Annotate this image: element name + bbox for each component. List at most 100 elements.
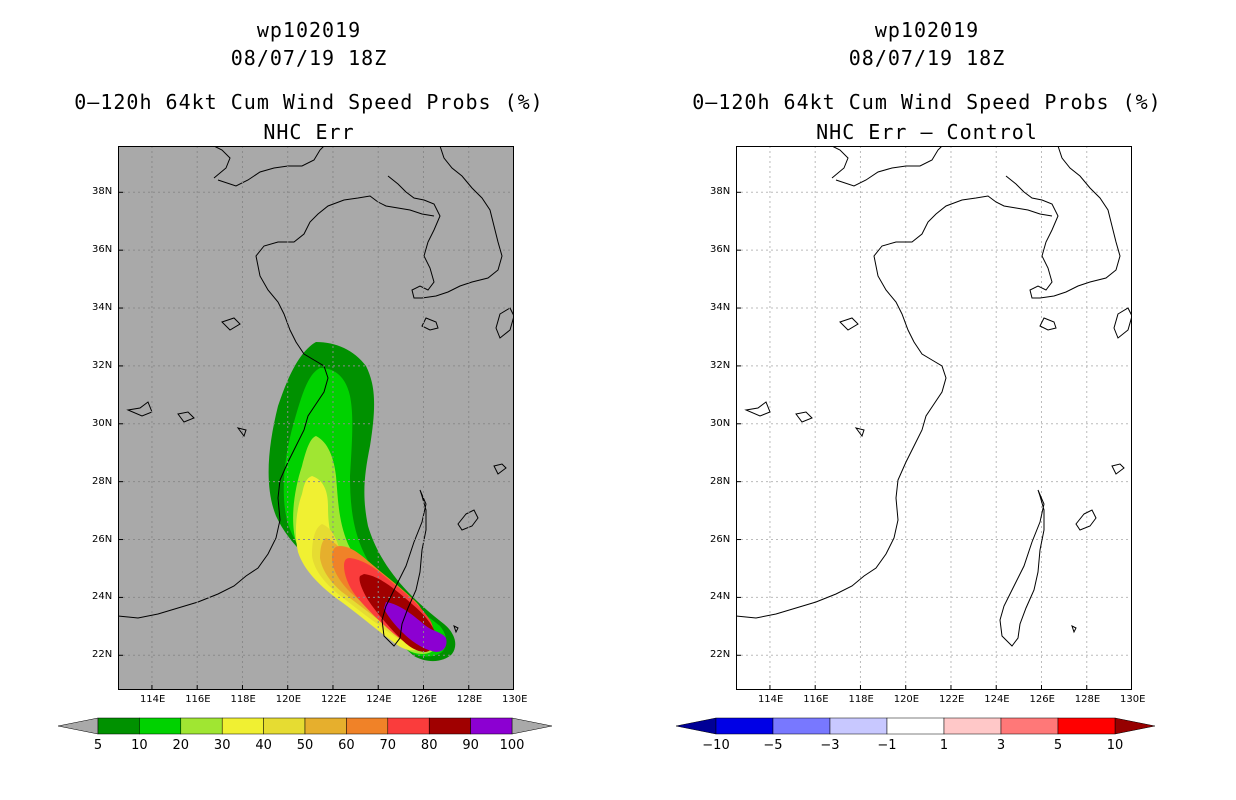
lon-tick-label: 122E <box>938 694 965 705</box>
colorbar-arrow-right <box>1114 717 1156 735</box>
lat-tick-label: 32N <box>92 359 113 371</box>
lat-lon-gridlines <box>118 146 514 690</box>
lat-tick-label: 22N <box>710 649 731 661</box>
colorbar-swatch <box>97 717 140 735</box>
left-colorbar: 5 10 20 30 40 50 60 70 80 90 100 <box>57 717 553 753</box>
lon-tick-label: 126E <box>411 694 437 705</box>
lat-tick-label: 34N <box>92 302 113 314</box>
colorbar-label: 10 <box>1107 738 1124 753</box>
colorbar-label: 90 <box>462 738 479 753</box>
lon-tick-label: 114E <box>757 694 784 705</box>
lon-tick-label: 128E <box>1074 694 1101 705</box>
lon-tick-label: 118E <box>848 694 874 705</box>
colorbar-swatch <box>263 717 306 735</box>
colorbar-swatch <box>772 717 831 735</box>
colorbar-swatch <box>346 717 389 735</box>
contour-20 <box>293 436 438 654</box>
right-title-datetime: 08/07/19 18Z <box>848 46 1006 70</box>
lat-lon-gridlines <box>736 146 1132 690</box>
colorbar-swatch <box>829 717 888 735</box>
lat-tick-label: 36N <box>710 244 731 256</box>
lon-tick-label: 128E <box>456 694 483 705</box>
lon-tick-label: 124E <box>984 694 1010 705</box>
lat-tick-label: 38N <box>92 186 113 198</box>
colorbar-swatch <box>139 717 182 735</box>
colorbar-arrow-left <box>57 717 99 735</box>
colorbar-label: 50 <box>297 738 314 753</box>
lat-tick-label: 30N <box>92 417 113 429</box>
colorbar-arrow-right <box>511 717 553 735</box>
lon-tick-label: 130E <box>502 694 528 705</box>
colorbar-swatch <box>428 717 471 735</box>
colorbar-label: 10 <box>131 738 148 753</box>
probability-contours <box>268 342 456 662</box>
lat-tick-label: 30N <box>710 417 731 429</box>
colorbar-swatch <box>943 717 1002 735</box>
left-panel: wp102019 08/07/19 18Z 0–120h 64kt Cum Wi… <box>57 18 553 753</box>
colorbar-swatch <box>1000 717 1059 735</box>
right-colorbar: −10 −5 −3 −1 1 3 5 10 <box>675 717 1156 753</box>
colorbar-swatch <box>470 717 513 735</box>
lon-tick-label: 126E <box>1029 694 1055 705</box>
colorbar-label: 70 <box>380 738 397 753</box>
colorbar-label: 30 <box>214 738 231 753</box>
lat-tick-label: 26N <box>92 533 113 545</box>
colorbar-arrow-left <box>675 717 717 735</box>
lon-tick-label: 116E <box>803 694 829 705</box>
coastlines <box>736 146 1132 647</box>
lon-tick-label: 120E <box>893 694 920 705</box>
contour-90 <box>384 602 447 652</box>
colorbar-label: 20 <box>173 738 190 753</box>
colorbar-swatch <box>886 717 945 735</box>
right-panel: wp102019 08/07/19 18Z 0–120h 64kt Cum Wi… <box>618 0 1236 800</box>
lat-tick-label: 32N <box>710 359 731 371</box>
lon-tick-label: 114E <box>139 694 166 705</box>
colorbar-label: 5 <box>94 738 102 753</box>
lat-tick-label: 28N <box>92 475 113 487</box>
contour-10 <box>283 368 447 657</box>
colorbar-swatch <box>715 717 774 735</box>
map-frame <box>736 146 1132 690</box>
colorbar-label: 3 <box>997 738 1005 753</box>
colorbar-label: 60 <box>338 738 355 753</box>
lon-tick-label: 120E <box>275 694 302 705</box>
colorbar-swatch <box>387 717 430 735</box>
colorbar-label: 1 <box>940 738 948 753</box>
map-background <box>736 146 1132 690</box>
left-title-datetime: 08/07/19 18Z <box>230 46 388 70</box>
colorbar-swatch <box>221 717 264 735</box>
lat-tick-label: 34N <box>710 302 731 314</box>
lat-tick-label: 24N <box>710 591 731 603</box>
colorbar-label: −5 <box>763 738 782 753</box>
right-title-product: 0–120h 64kt Cum Wind Speed Probs (%) <box>692 90 1162 114</box>
left-title-method: NHC Err <box>263 120 355 144</box>
coastlines <box>118 146 514 647</box>
colorbar-label: −10 <box>702 738 729 753</box>
right-title-method: NHC Err – Control <box>816 120 1038 144</box>
colorbar-swatch <box>304 717 347 735</box>
lat-tick-label: 22N <box>92 649 113 661</box>
colorbar-label: −3 <box>820 738 839 753</box>
left-title-product: 0–120h 64kt Cum Wind Speed Probs (%) <box>74 90 544 114</box>
lon-tick-label: 122E <box>320 694 347 705</box>
map-frame <box>118 146 514 690</box>
lat-tick-label: 24N <box>92 591 113 603</box>
right-title-storm-id: wp102019 <box>874 18 980 42</box>
colorbar-swatch <box>1057 717 1116 735</box>
lat-tick-label: 28N <box>710 475 731 487</box>
lon-tick-label: 124E <box>366 694 392 705</box>
colorbar-label: 40 <box>255 738 272 753</box>
lat-tick-label: 26N <box>710 533 731 545</box>
lon-tick-label: 116E <box>185 694 211 705</box>
left-title-storm-id: wp102019 <box>256 18 362 42</box>
lat-tick-label: 38N <box>710 186 731 198</box>
colorbar-label: −1 <box>877 738 896 753</box>
colorbar-label: 100 <box>500 738 525 753</box>
lon-tick-label: 130E <box>1120 694 1146 705</box>
right-difference-map <box>736 146 1132 690</box>
colorbar-label: 5 <box>1054 738 1062 753</box>
left-probability-map <box>118 146 514 690</box>
colorbar-swatch <box>180 717 223 735</box>
lon-tick-label: 118E <box>230 694 256 705</box>
lat-tick-label: 36N <box>92 244 113 256</box>
